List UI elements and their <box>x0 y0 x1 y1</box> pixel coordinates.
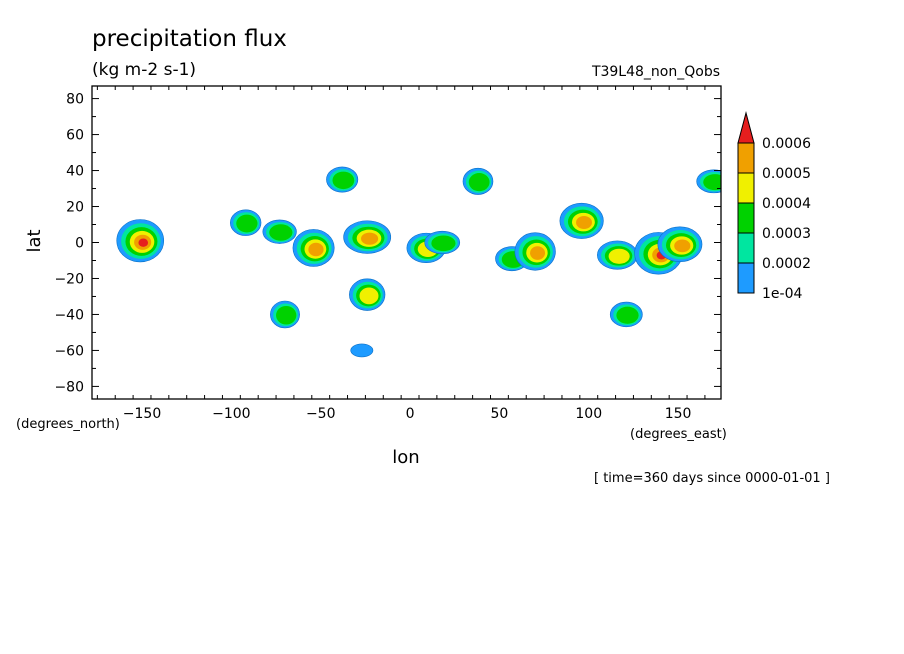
precip-contour-level-5 <box>138 238 149 247</box>
precip-contour-level-2 <box>276 305 297 325</box>
precip-contour-layer <box>116 166 721 358</box>
precip-contour-level-4 <box>576 216 593 229</box>
precip-cell <box>270 300 300 329</box>
x-tick-label: −150 <box>123 406 161 422</box>
precip-cell <box>462 167 494 195</box>
x-tick-label: −100 <box>212 406 250 422</box>
y-axis: 80 60 40 20 0 −20 −40 −60 −80 <box>54 92 721 395</box>
precip-contour-level-2 <box>468 173 490 192</box>
colorbar-tick-label: 0.0006 <box>762 136 811 152</box>
y-units-label: (degrees_north) <box>16 417 120 432</box>
y-tick-label: 20 <box>66 200 84 216</box>
precip-contour-level-4 <box>674 239 691 253</box>
y-tick-label: −80 <box>54 379 84 395</box>
x-axis: −150 −100 −50 0 50 100 150 <box>96 86 706 422</box>
y-tick-label: −20 <box>54 271 84 287</box>
time-label: [ time=360 days since 0000-01-01 ] <box>594 471 830 486</box>
precip-contour-level-2 <box>703 174 721 191</box>
precip-contour-level-2 <box>332 171 355 190</box>
precip-cell <box>495 246 529 272</box>
precip-cell <box>559 202 604 239</box>
colorbar-tick-label: 1e-04 <box>762 286 802 302</box>
y-tick-label: −60 <box>54 343 84 359</box>
colorbar-tick-label: 0.0004 <box>762 196 811 212</box>
colorbar-segment <box>737 232 755 264</box>
precip-cell <box>350 343 374 358</box>
precip-contour-level-3 <box>608 248 630 264</box>
precip-cell <box>609 301 643 328</box>
precip-cell <box>349 278 386 311</box>
chart-title: precipitation flux <box>92 26 287 52</box>
colorbar-overflow-triangle <box>737 111 755 144</box>
chart-units: (kg m-2 s-1) <box>92 60 196 80</box>
y-tick-label: 60 <box>66 128 84 144</box>
precip-cell <box>597 240 638 270</box>
precip-contour-level-2 <box>616 306 639 324</box>
precip-cell <box>292 229 335 267</box>
precip-contour-level-4 <box>308 242 324 257</box>
precip-contour-level-3 <box>359 287 379 305</box>
y-tick-label: −40 <box>54 307 84 323</box>
precip-cell <box>514 232 556 271</box>
colorbar-tick-label: 0.0003 <box>762 226 811 242</box>
precip-cell <box>326 166 359 193</box>
x-tick-label: 100 <box>575 406 602 422</box>
colorbar-segment <box>737 142 755 174</box>
precip-contour-level-0 <box>350 343 374 358</box>
x-axis-label: lon <box>392 447 419 468</box>
precip-cell <box>116 219 165 263</box>
x-units-label: (degrees_east) <box>630 427 727 442</box>
precip-contour-level-2 <box>431 235 456 252</box>
precip-cell <box>230 209 262 236</box>
y-tick-label: 0 <box>75 236 84 252</box>
colorbar-segment <box>737 202 755 234</box>
precip-contour-level-2 <box>236 214 258 233</box>
x-tick-label: −50 <box>306 406 336 422</box>
precip-contour-level-4 <box>361 232 379 245</box>
precip-contour-level-2 <box>269 224 293 241</box>
x-tick-label: 0 <box>406 406 415 422</box>
precip-cell <box>343 220 392 254</box>
colorbar-tick-label: 0.0005 <box>762 166 811 182</box>
y-tick-label: 80 <box>66 92 84 108</box>
precip-cell <box>696 169 721 194</box>
precip-contour-level-4 <box>530 246 546 260</box>
chart-header: precipitation flux (kg m-2 s-1) T39L48_n… <box>92 26 720 80</box>
run-label: T39L48_non_Qobs <box>591 64 720 80</box>
y-axis-label: lat <box>24 229 45 252</box>
precip-cell <box>262 219 297 244</box>
y-tick-label: 40 <box>66 164 84 180</box>
colorbar: 1e-04 0.0002 0.0003 0.0004 0.0005 0.0006 <box>737 111 811 302</box>
precip-cell <box>657 226 703 263</box>
colorbar-tick-label: 0.0002 <box>762 256 811 272</box>
colorbar-segment <box>737 172 755 204</box>
colorbar-segment <box>737 262 755 294</box>
precip-cell <box>424 230 461 255</box>
x-tick-label: 50 <box>491 406 509 422</box>
x-tick-label: 150 <box>665 406 692 422</box>
